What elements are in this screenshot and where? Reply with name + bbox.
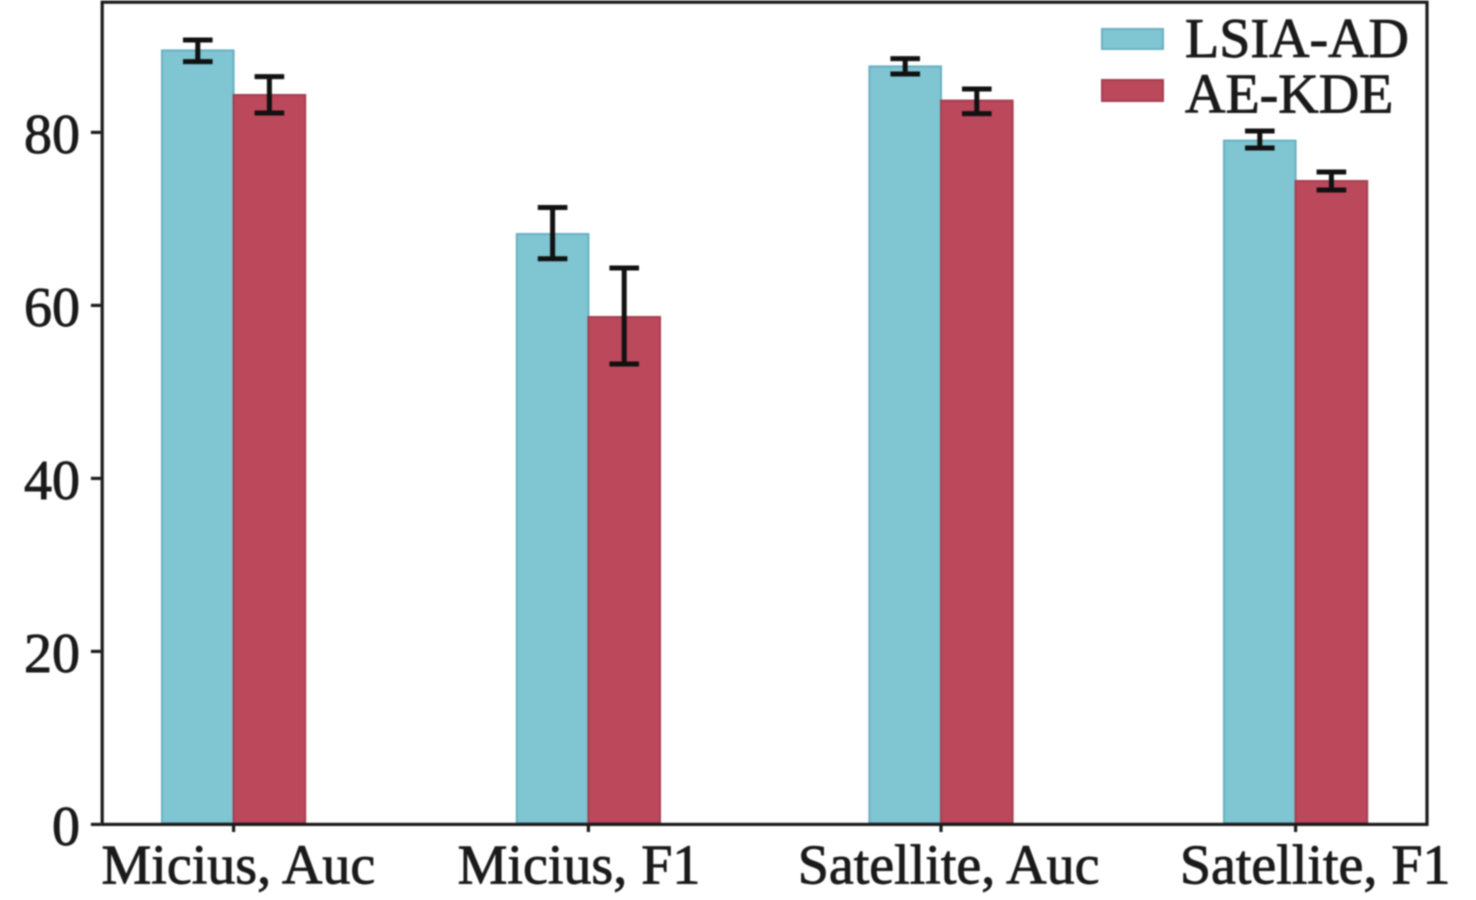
svg-text:0: 0 bbox=[52, 796, 80, 858]
svg-text:80: 80 bbox=[24, 104, 80, 166]
svg-text:LSIA-AD: LSIA-AD bbox=[1185, 8, 1409, 70]
svg-text:AE-KDE: AE-KDE bbox=[1185, 63, 1393, 125]
svg-text:Micius, Auc: Micius, Auc bbox=[102, 835, 376, 897]
svg-text:20: 20 bbox=[24, 623, 80, 685]
svg-text:60: 60 bbox=[24, 277, 80, 339]
svg-text:40: 40 bbox=[24, 450, 80, 512]
svg-text:Micius, F1: Micius, F1 bbox=[458, 835, 701, 897]
svg-text:Satellite, Auc: Satellite, Auc bbox=[798, 835, 1100, 897]
svg-text:Satellite, F1: Satellite, F1 bbox=[1180, 835, 1451, 897]
